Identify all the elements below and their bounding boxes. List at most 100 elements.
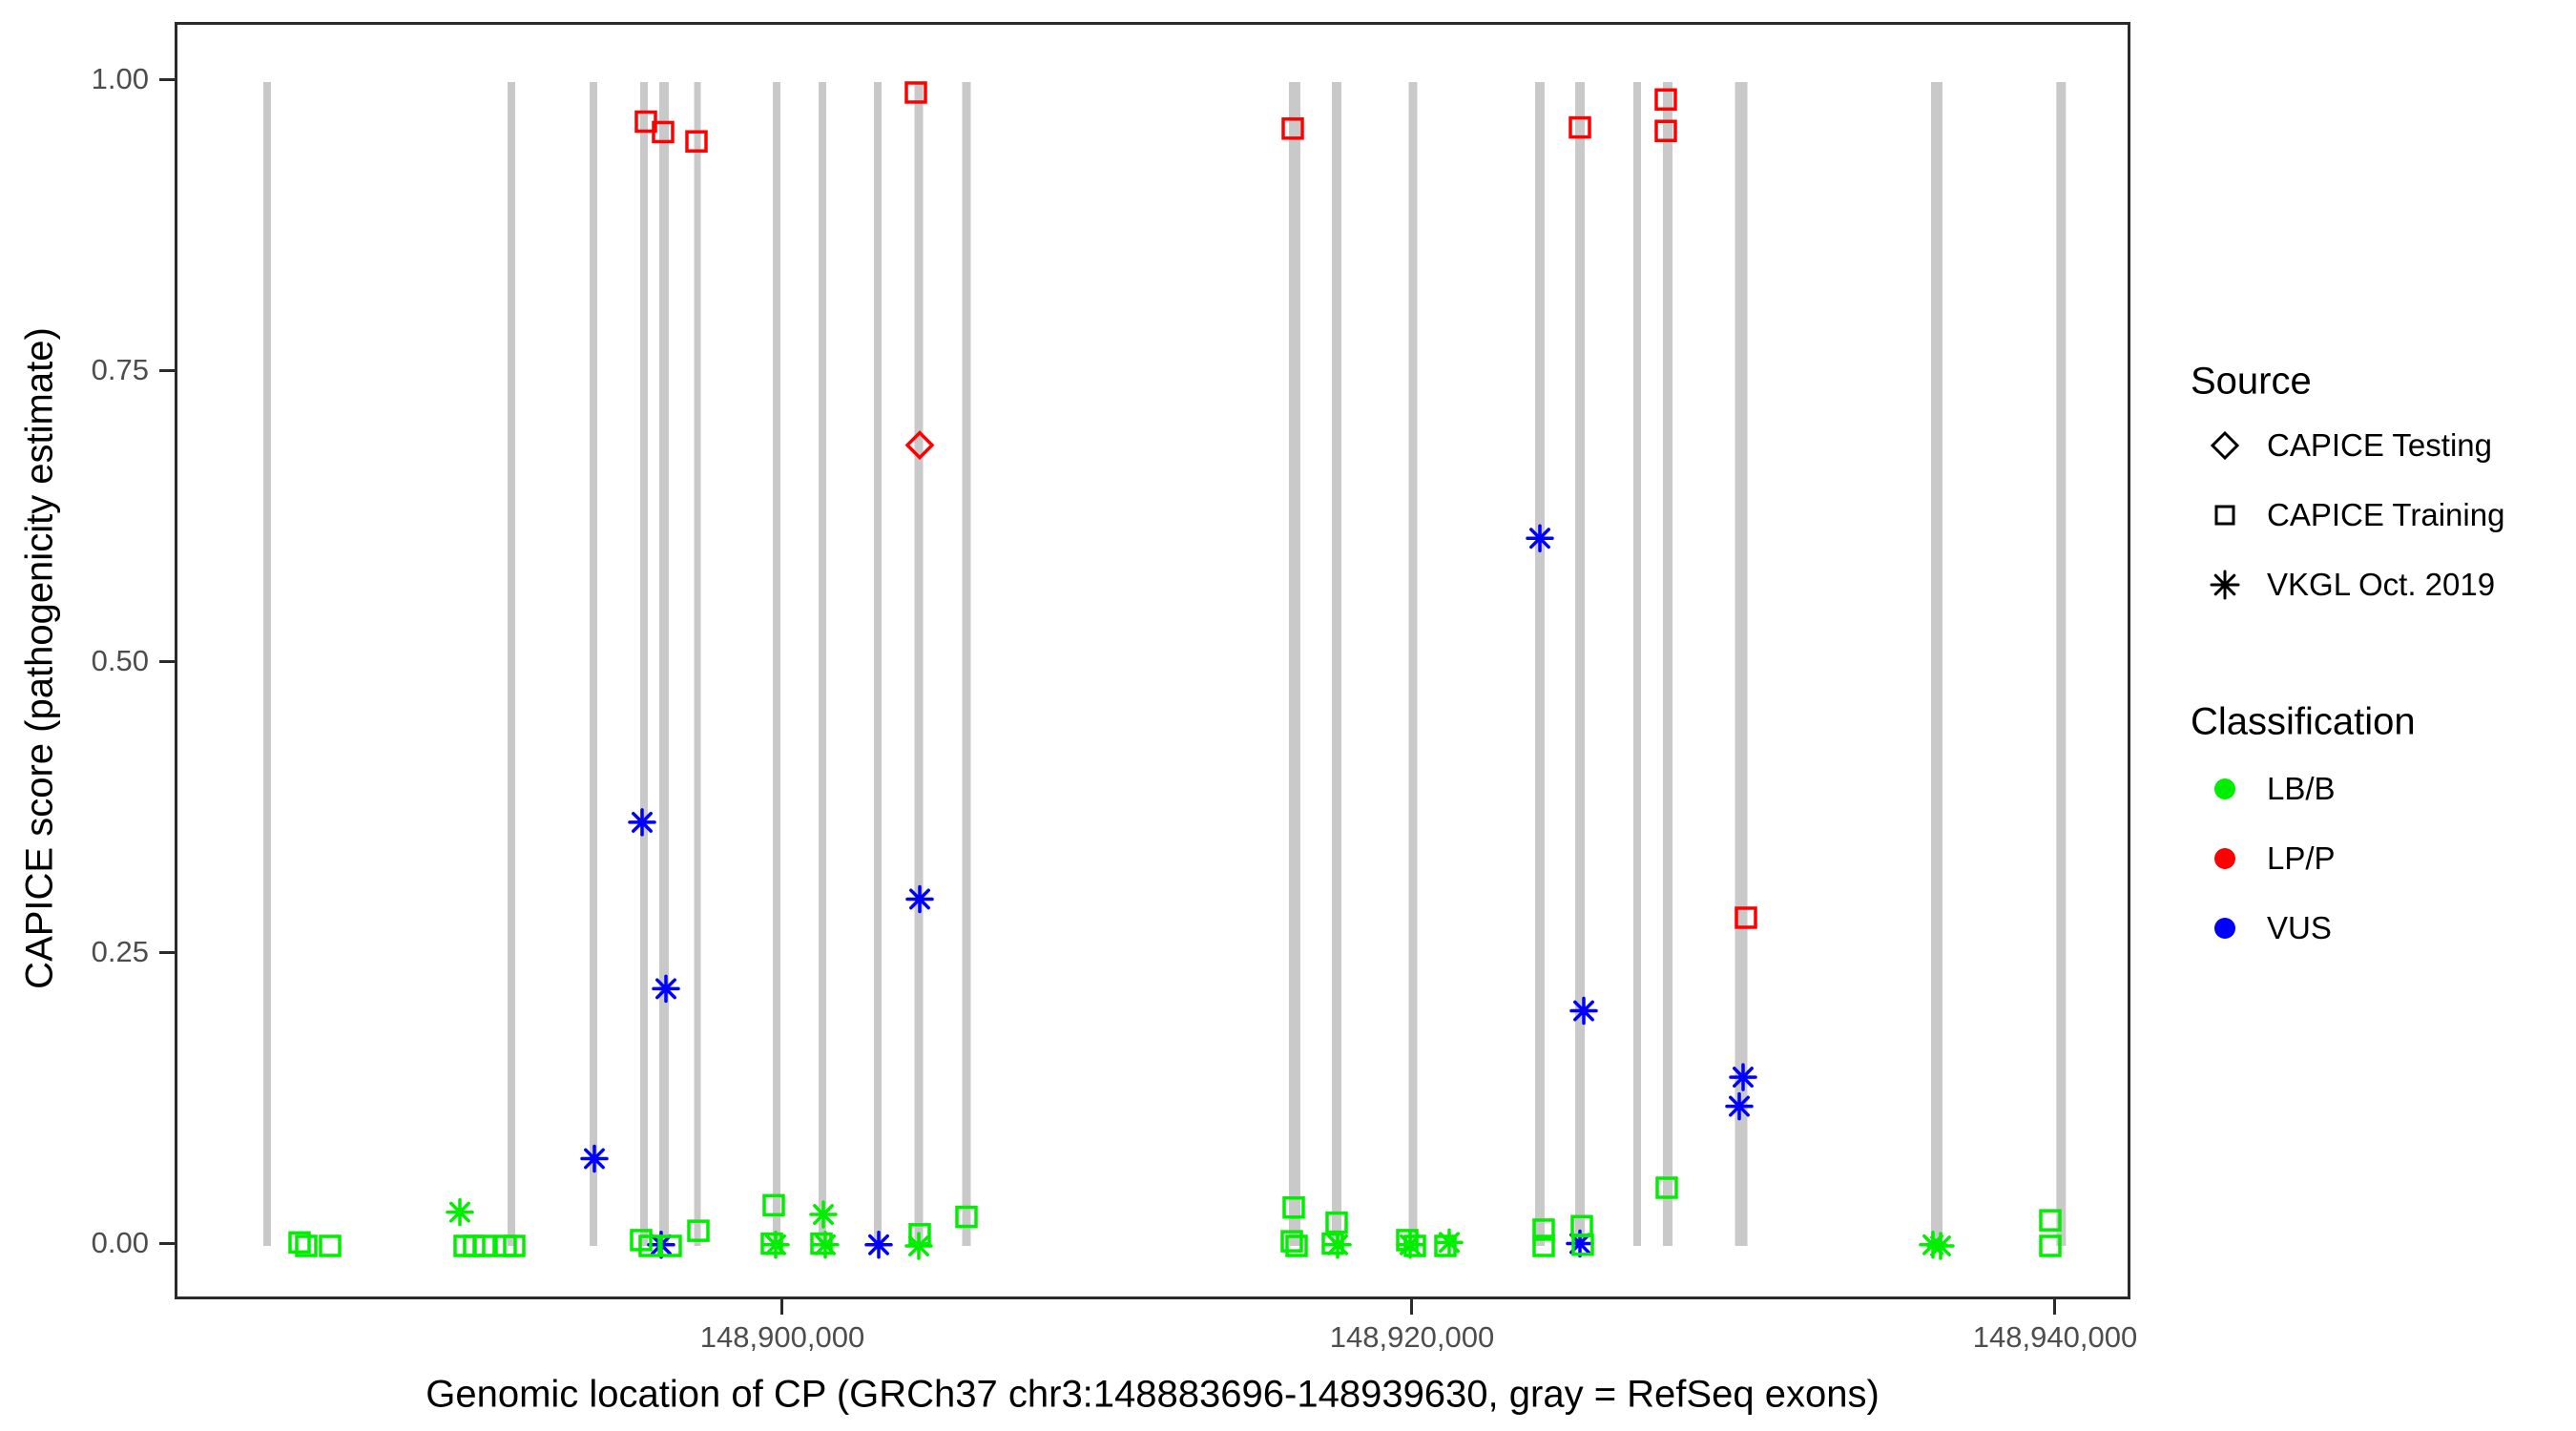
exon-bar xyxy=(1663,82,1672,1246)
data-point-asterisk xyxy=(1926,1232,1955,1260)
data-point-asterisk xyxy=(811,1231,840,1259)
legend-label: LB/B xyxy=(2267,771,2336,806)
data-point-square xyxy=(2039,1234,2062,1257)
asterisk-icon xyxy=(2206,566,2244,604)
exon-bar xyxy=(1289,82,1300,1246)
data-point-square xyxy=(1280,1230,1303,1253)
legend-label: VKGL Oct. 2019 xyxy=(2267,567,2496,602)
x-tick-mark xyxy=(780,1299,783,1315)
exon-bar xyxy=(874,82,882,1246)
data-point-asterisk xyxy=(904,1232,933,1260)
data-point-square xyxy=(1655,1176,1678,1199)
scatter-plot-canvas xyxy=(263,81,2067,1260)
data-point-asterisk xyxy=(1566,1229,1594,1258)
data-point-asterisk xyxy=(628,808,656,837)
data-point-asterisk xyxy=(1323,1231,1352,1259)
exon-bar xyxy=(914,82,924,1246)
y-tick-label: 1.00 xyxy=(91,62,149,95)
y-tick-label: 0.75 xyxy=(91,353,149,386)
exon-bar xyxy=(773,82,780,1246)
exon-bar xyxy=(1735,82,1748,1246)
red-dot-icon xyxy=(2206,840,2244,878)
data-point-square xyxy=(1735,906,1757,929)
data-point-square xyxy=(1532,1218,1555,1241)
exon-bar xyxy=(819,82,826,1246)
data-point-square xyxy=(503,1234,526,1257)
data-point-asterisk xyxy=(1526,524,1554,552)
data-point-square xyxy=(1571,1234,1594,1256)
exon-bar xyxy=(2056,82,2067,1246)
data-point-square xyxy=(762,1193,785,1217)
green-dot-icon xyxy=(2206,770,2244,808)
data-point-square xyxy=(1285,1234,1308,1257)
data-point-asterisk xyxy=(446,1197,474,1227)
legend-label: CAPICE Training xyxy=(2267,497,2505,532)
exon-bar xyxy=(962,82,971,1246)
data-point-square xyxy=(955,1205,978,1229)
data-point-asterisk xyxy=(1725,1091,1754,1121)
data-point-square xyxy=(687,1219,710,1242)
exon-bar xyxy=(1332,82,1341,1246)
data-point-asterisk xyxy=(1569,996,1598,1026)
data-point-asterisk xyxy=(652,974,680,1004)
exon-bar xyxy=(1535,82,1545,1246)
y-tick-label: 0.25 xyxy=(91,935,149,968)
square-icon xyxy=(2206,496,2244,534)
exon-bar xyxy=(1408,82,1418,1246)
data-point-square xyxy=(904,81,927,104)
exon-bar xyxy=(659,82,669,1246)
x-tick-label: 148,900,000 xyxy=(699,1320,865,1354)
data-point-square xyxy=(295,1234,318,1257)
data-point-asterisk xyxy=(580,1144,609,1173)
y-tick-label: 0.50 xyxy=(91,644,149,677)
data-point-square xyxy=(1654,88,1677,112)
data-point-square xyxy=(319,1234,342,1257)
plot-panel xyxy=(175,22,2130,1299)
data-point-diamond xyxy=(904,430,935,461)
exon-bar xyxy=(1633,82,1641,1246)
legend-classification-title: Classification xyxy=(2191,700,2416,743)
legend-source-title: Source xyxy=(2191,360,2312,403)
x-axis-title: Genomic location of CP (GRCh37 chr3:1488… xyxy=(426,1373,1880,1416)
data-point-asterisk xyxy=(905,884,934,914)
data-point-square xyxy=(1282,1195,1305,1219)
y-tick-mark xyxy=(159,1242,175,1245)
x-tick-mark xyxy=(1410,1299,1413,1315)
exon-bar xyxy=(1575,82,1585,1246)
x-tick-label: 148,920,000 xyxy=(1329,1320,1495,1354)
data-point-asterisk xyxy=(809,1200,838,1229)
exon-bar xyxy=(640,82,648,1246)
data-point-square xyxy=(288,1231,311,1255)
exon-bar xyxy=(1931,82,1942,1246)
diamond-icon xyxy=(2206,426,2244,465)
y-tick-label: 0.00 xyxy=(91,1226,149,1259)
exon-bar xyxy=(694,82,701,1246)
data-point-square xyxy=(1654,119,1677,142)
data-point-square xyxy=(659,1234,682,1257)
y-tick-mark xyxy=(159,951,175,954)
data-point-square xyxy=(1568,115,1591,139)
data-point-asterisk xyxy=(1396,1231,1424,1259)
blue-dot-icon xyxy=(2206,909,2244,947)
exon-bar xyxy=(590,82,597,1246)
y-tick-mark xyxy=(159,660,175,663)
data-point-asterisk xyxy=(761,1231,790,1259)
y-tick-mark xyxy=(159,369,175,372)
data-point-square xyxy=(1281,117,1304,140)
data-point-asterisk xyxy=(864,1231,893,1259)
exon-bar xyxy=(263,82,271,1246)
exon-bar xyxy=(508,82,515,1246)
y-tick-mark xyxy=(159,78,175,81)
data-point-asterisk xyxy=(1729,1063,1757,1091)
data-point-square xyxy=(473,1234,496,1257)
data-point-square xyxy=(685,130,708,153)
data-point-asterisk xyxy=(1435,1228,1464,1257)
data-point-square xyxy=(1532,1234,1555,1257)
legend-label: VUS xyxy=(2267,910,2332,945)
data-point-square xyxy=(638,1234,661,1257)
legend-label: LP/P xyxy=(2267,840,2336,876)
data-point-square xyxy=(652,120,675,144)
x-tick-mark xyxy=(2053,1299,2056,1315)
data-point-square xyxy=(2039,1209,2062,1232)
